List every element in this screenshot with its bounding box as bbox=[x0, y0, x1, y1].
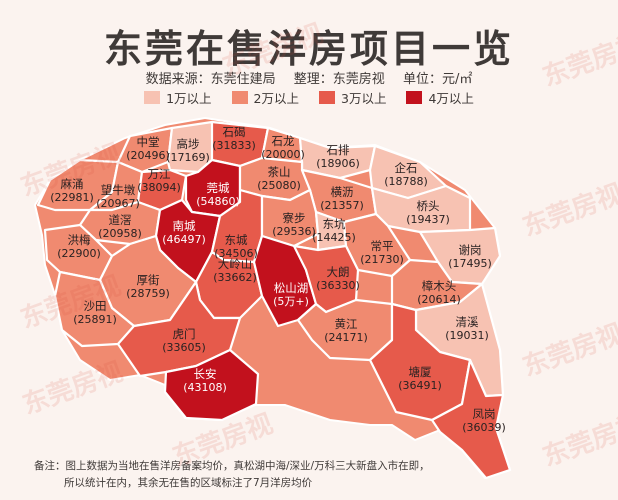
region-name-label: 万江 bbox=[148, 167, 171, 181]
region-name-label: 望牛墩 bbox=[101, 183, 136, 197]
region-name-label: 塘厦 bbox=[409, 365, 432, 379]
region-name-label: 高埗 bbox=[177, 137, 200, 151]
region-1 bbox=[116, 126, 174, 174]
region-price-label: (54860) bbox=[196, 195, 240, 208]
region-name-label: 南城 bbox=[173, 219, 196, 233]
region-price-label: (14425) bbox=[312, 231, 356, 244]
region-price-label: (18906) bbox=[316, 157, 360, 170]
legend-label: 4万以上 bbox=[428, 91, 474, 106]
region-name-label: 黄江 bbox=[335, 317, 358, 331]
page-title: 东莞在售洋房项目一览 bbox=[103, 27, 514, 71]
region-price-label: (20614) bbox=[417, 293, 461, 306]
region-price-label: (43108) bbox=[183, 381, 227, 394]
region-name-label: 东城 bbox=[225, 233, 248, 247]
footnote-line-2: 所以统计在内，其余无在售的区域标注了7月洋房均价 bbox=[64, 477, 313, 489]
region-price-label: (20967) bbox=[96, 197, 140, 210]
footnote: 备注：图上数据为当地在售洋房备案均价，真松湖中海/深业/万科三大新盘入市在即， … bbox=[34, 458, 594, 492]
region-price-label: (36330) bbox=[316, 279, 360, 292]
region-price-label: (17169) bbox=[166, 151, 210, 164]
region-price-label: (21357) bbox=[320, 199, 364, 212]
region-price-label: (28759) bbox=[126, 287, 170, 300]
region-price-label: (19031) bbox=[445, 329, 489, 342]
legend-item-tier3: 3万以上 bbox=[319, 88, 386, 107]
legend-swatch bbox=[319, 91, 335, 104]
legend-label: 3万以上 bbox=[341, 91, 387, 106]
region-name-label: 石碣 bbox=[223, 125, 246, 139]
region-31 bbox=[368, 302, 472, 422]
region-price-label: (34506) bbox=[214, 247, 258, 260]
region-price-label: (46497) bbox=[162, 233, 206, 246]
data-source: 数据来源：东莞住建局 bbox=[145, 72, 276, 87]
legend: 1万以上 2万以上 3万以上 4万以上 bbox=[0, 88, 618, 107]
region-name-label: 厚街 bbox=[137, 273, 160, 287]
subtitle: 数据来源：东莞住建局 整理：东莞房视 单位：元/㎡ bbox=[0, 68, 618, 87]
region-name-label: 企石 bbox=[395, 161, 418, 175]
region-name-label: 石排 bbox=[327, 143, 350, 157]
region-name-label: 清溪 bbox=[456, 315, 479, 329]
region-price-label: (20000) bbox=[261, 148, 305, 161]
region-name-label: 大朗 bbox=[327, 265, 350, 279]
region-price-label: (18788) bbox=[384, 175, 428, 188]
labels-layer: 石碣(31833)中堂(20496)高埗(17169)石龙(20000) 石排(1… bbox=[50, 125, 506, 434]
legend-swatch bbox=[231, 91, 248, 104]
region-name-label: 谢岗 bbox=[459, 243, 482, 257]
region-price-label: (25080) bbox=[257, 179, 301, 192]
legend-label: 2万以上 bbox=[253, 91, 299, 106]
region-name-label: 茶山 bbox=[268, 165, 291, 179]
region-name-label: 桥头 bbox=[417, 199, 440, 213]
region-price-label: (36039) bbox=[462, 421, 506, 434]
region-name-label: 樟木头 bbox=[422, 279, 457, 293]
region-price-label: (5万+) bbox=[273, 295, 309, 308]
compiler: 整理：东莞房视 bbox=[293, 72, 385, 87]
region-27 bbox=[116, 280, 242, 378]
region-price-label: (31833) bbox=[212, 139, 256, 152]
region-price-label: (19437) bbox=[406, 213, 450, 226]
region-name-label: 洪梅 bbox=[68, 233, 91, 247]
region-name-label: 凤岗 bbox=[473, 407, 496, 421]
legend-item-tier2: 2万以上 bbox=[231, 88, 299, 107]
region-price-label: (20958) bbox=[98, 227, 142, 240]
regions-layer bbox=[36, 120, 512, 480]
unit-label: 单位：元/㎡ bbox=[402, 72, 473, 87]
legend-item-tier4: 4万以上 bbox=[406, 88, 474, 107]
region-price-label: (22981) bbox=[50, 191, 94, 204]
region-price-label: (22900) bbox=[57, 247, 101, 260]
region-price-label: (29536) bbox=[272, 225, 316, 238]
legend-swatch bbox=[144, 91, 161, 104]
region-name-label: 寮步 bbox=[283, 211, 306, 225]
region-30 bbox=[163, 348, 260, 422]
region-name-label: 大岭山 bbox=[218, 257, 253, 271]
region-price-label: (38094) bbox=[137, 181, 181, 194]
region-name-label: 道滘 bbox=[109, 213, 132, 227]
region-name-label: 沙田 bbox=[84, 299, 107, 313]
region-name-label: 麻涌 bbox=[61, 177, 84, 191]
region-name-label: 虎门 bbox=[173, 327, 196, 341]
region-price-label: (33662) bbox=[213, 271, 257, 284]
region-price-label: (20496) bbox=[126, 149, 170, 162]
region-price-label: (17495) bbox=[448, 257, 492, 270]
legend-label: 1万以上 bbox=[166, 91, 212, 106]
region-price-label: (33605) bbox=[162, 341, 206, 354]
region-price-label: (24171) bbox=[324, 331, 368, 344]
region-name-label: 常平 bbox=[371, 239, 394, 253]
region-32 bbox=[430, 358, 512, 480]
footnote-line-1: 备注：图上数据为当地在售洋房备案均价，真松湖中海/深业/万科三大新盘入市在即， bbox=[34, 460, 430, 472]
region-name-label: 东坑 bbox=[323, 217, 346, 231]
region-name-label: 横沥 bbox=[331, 185, 354, 199]
region-price-label: (36491) bbox=[398, 379, 442, 392]
region-price-label: (21730) bbox=[360, 253, 404, 266]
region-name-label: 中堂 bbox=[137, 135, 160, 149]
legend-item-tier1: 1万以上 bbox=[144, 88, 212, 107]
region-name-label: 莞城 bbox=[207, 181, 230, 195]
legend-swatch bbox=[406, 91, 423, 104]
region-name-label: 长安 bbox=[194, 367, 217, 381]
region-name-label: 松山湖 bbox=[274, 281, 309, 295]
region-price-label: (25891) bbox=[73, 313, 117, 326]
region-name-label: 石龙 bbox=[272, 134, 295, 148]
